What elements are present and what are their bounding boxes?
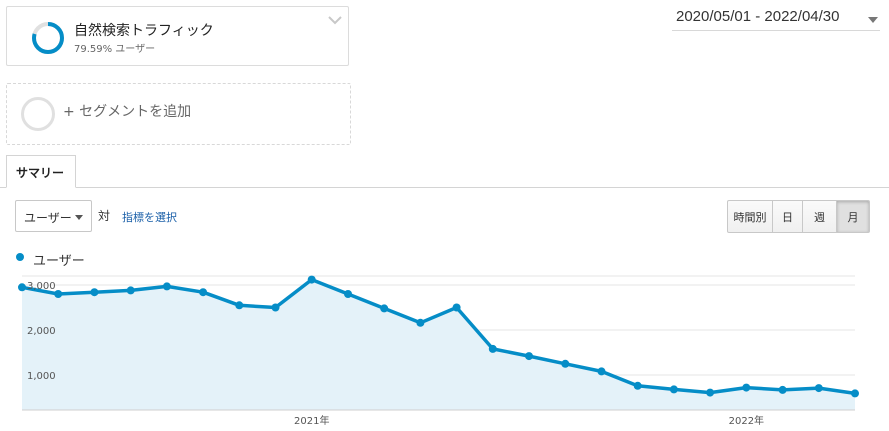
- data-point: [778, 385, 787, 394]
- data-point: [452, 303, 461, 312]
- data-point: [488, 344, 497, 353]
- tab-summary[interactable]: サマリー: [6, 155, 76, 188]
- granularity-day-button[interactable]: 日: [772, 200, 803, 233]
- legend-marker: [16, 253, 24, 261]
- granularity-week-label: 週: [814, 210, 825, 224]
- y-tick-label: 3,000: [27, 281, 56, 292]
- segment-title: 自然検索トラフィック: [74, 23, 214, 39]
- data-point: [416, 318, 425, 327]
- date-range-picker[interactable]: 2020/05/01 - 2022/04/30: [672, 6, 880, 31]
- data-point: [851, 389, 859, 398]
- data-point: [597, 367, 606, 376]
- data-point: [525, 352, 533, 361]
- data-point: [271, 303, 280, 312]
- data-point: [706, 388, 715, 397]
- data-point: [344, 290, 352, 298]
- empty-segment-ring-icon: [21, 97, 55, 131]
- x-tick-label: 2021年: [294, 414, 329, 427]
- data-point: [742, 383, 751, 392]
- data-point: [235, 301, 244, 310]
- tab-bar-divider: [0, 187, 889, 188]
- segment-ratio-ring-icon: [32, 22, 64, 54]
- data-point: [380, 304, 389, 313]
- tab-summary-label: サマリー: [16, 166, 65, 180]
- series-area: [22, 279, 855, 410]
- granularity-month-button[interactable]: 月: [836, 200, 870, 233]
- caret-down-icon: [75, 215, 83, 220]
- data-point: [90, 288, 99, 297]
- series-line: [21, 277, 856, 396]
- chevron-down-icon[interactable]: [328, 15, 342, 25]
- segment-card[interactable]: 自然検索トラフィック 79.59% ユーザー: [6, 6, 349, 66]
- legend-label: ユーザー: [33, 254, 85, 269]
- data-point: [199, 288, 208, 297]
- granularity-day-label: 日: [782, 210, 793, 224]
- caret-down-icon: [868, 17, 878, 23]
- add-segment-button[interactable]: + セグメントを追加: [6, 83, 351, 145]
- data-point: [126, 286, 135, 295]
- y-tick-label: 2,000: [27, 326, 56, 337]
- x-tick-label: 2022年: [729, 414, 764, 427]
- granularity-hourly-button[interactable]: 時間別: [727, 200, 773, 233]
- select-metric-link[interactable]: 指標を選択: [122, 211, 177, 224]
- segment-subtitle: 79.59% ユーザー: [74, 44, 156, 55]
- versus-label: 対: [98, 209, 111, 223]
- metric-select-value: ユーザー: [24, 211, 72, 225]
- data-point: [162, 282, 171, 291]
- granularity-month-label: 月: [847, 210, 859, 224]
- data-point: [814, 384, 823, 393]
- data-point: [307, 275, 316, 284]
- date-range-text: 2020/05/01 - 2022/04/30: [676, 8, 840, 25]
- data-point: [18, 283, 26, 292]
- granularity-hourly-label: 時間別: [733, 210, 767, 224]
- granularity-toggle: 時間別 日 週 月: [727, 200, 870, 233]
- data-point: [669, 385, 678, 394]
- y-tick-label: 1,000: [27, 371, 56, 382]
- data-point: [54, 290, 63, 298]
- add-segment-label: + セグメントを追加: [63, 104, 192, 120]
- metric-select[interactable]: ユーザー: [15, 200, 92, 232]
- granularity-week-button[interactable]: 週: [802, 200, 837, 233]
- data-point: [633, 381, 642, 390]
- data-point: [561, 359, 570, 368]
